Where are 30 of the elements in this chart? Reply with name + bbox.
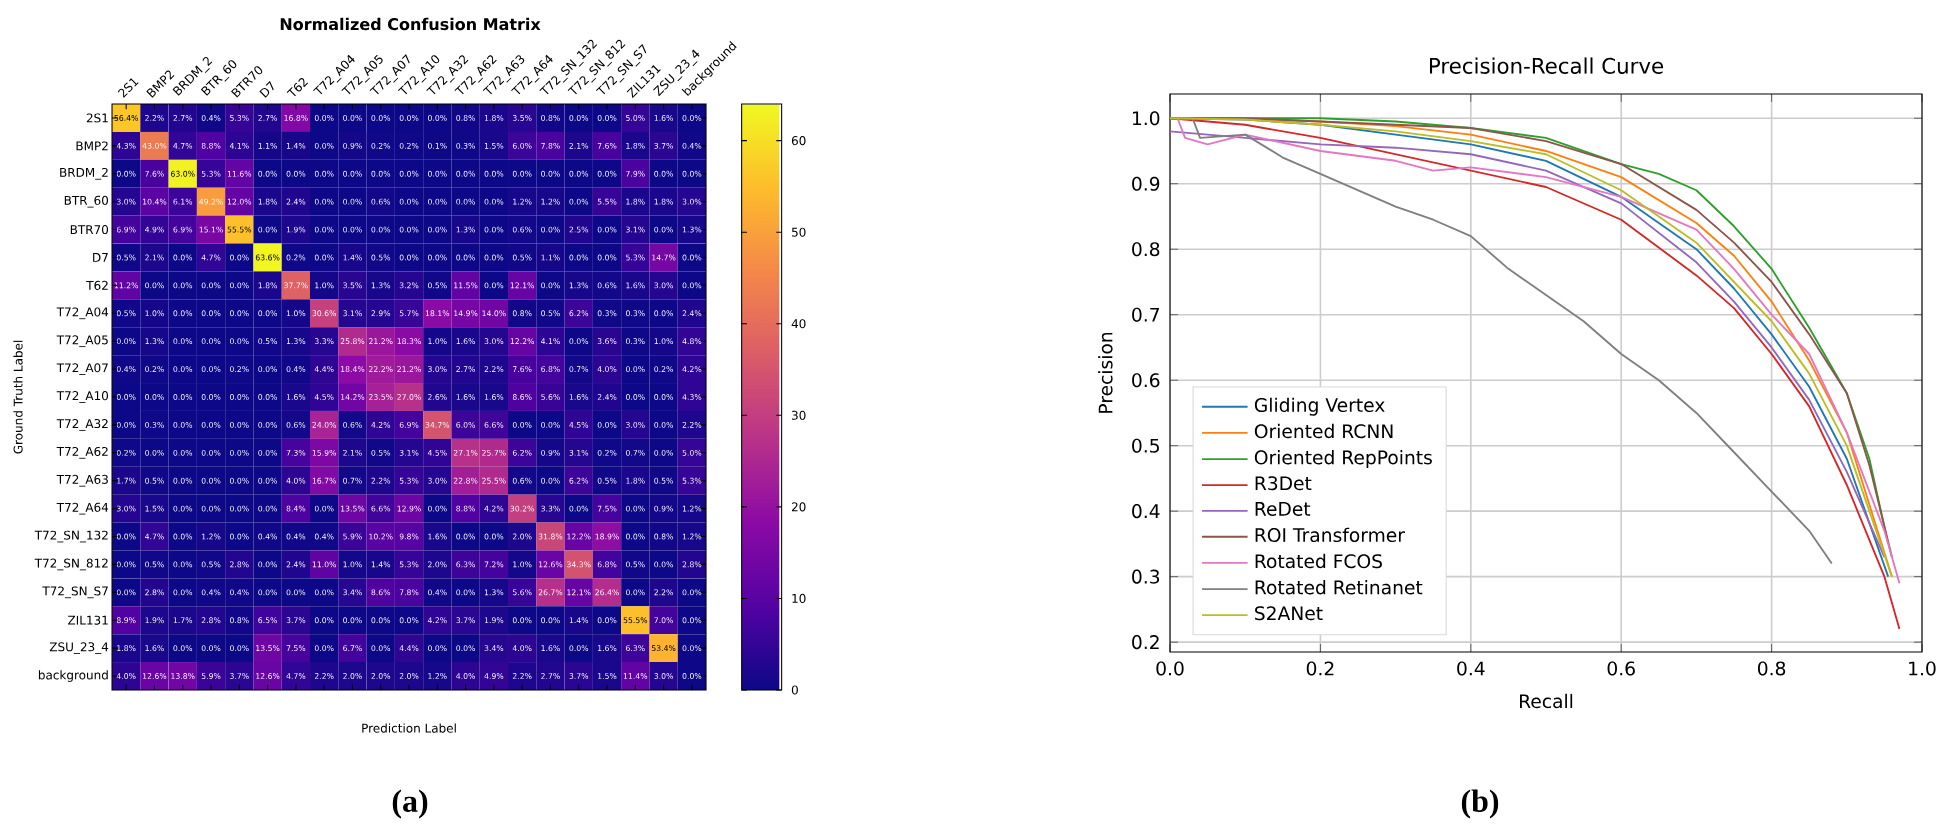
legend-label: Rotated Retinanet: [1255, 580, 1423, 595]
chart-title: Normalized Confusion Matrix: [280, 17, 541, 31]
legend-label: ROI Transformer: [1255, 527, 1405, 543]
legend-label: Oriented RCNN: [1254, 423, 1393, 439]
x-axis-title: Recall: [1520, 693, 1573, 709]
text: (a): [392, 789, 428, 819]
y-tick-label: 0.3: [1132, 569, 1160, 584]
x-tick-label: 0.6: [1607, 661, 1635, 676]
y-tick-label: 0.2: [1132, 635, 1159, 650]
legend-label: ReDet: [1255, 502, 1311, 516]
x-tick-label: 0.0: [1156, 661, 1184, 676]
y-axis-title: Precision: [1098, 332, 1113, 413]
x-tick-label: 0.4: [1457, 661, 1485, 676]
chart-title: Precision-Recall Curve: [1429, 57, 1664, 74]
x-tick-label: 0.8: [1757, 661, 1786, 676]
y-tick-label: 0.8: [1132, 242, 1160, 257]
legend-label: R3Det: [1255, 476, 1312, 491]
y-tick-label: 0.6: [1132, 373, 1160, 388]
y-tick-label: 0.4: [1132, 504, 1160, 519]
legend-label: Rotated FCOS: [1255, 553, 1382, 569]
y-tick-label: 0.7: [1132, 307, 1160, 322]
legend-label: Oriented RepPoints: [1254, 450, 1432, 469]
y-tick-label: 0.9: [1132, 176, 1160, 191]
x-tick-label: 0.2: [1306, 661, 1334, 676]
legend-label: S2ANet: [1255, 606, 1323, 621]
x-tick-label: 1.0: [1909, 661, 1936, 676]
y-tick-label: 1.0: [1132, 111, 1160, 126]
text: (b): [1461, 789, 1499, 819]
y-tick-label: 0.5: [1132, 438, 1159, 453]
legend-label: Gliding Vertex: [1254, 397, 1385, 416]
